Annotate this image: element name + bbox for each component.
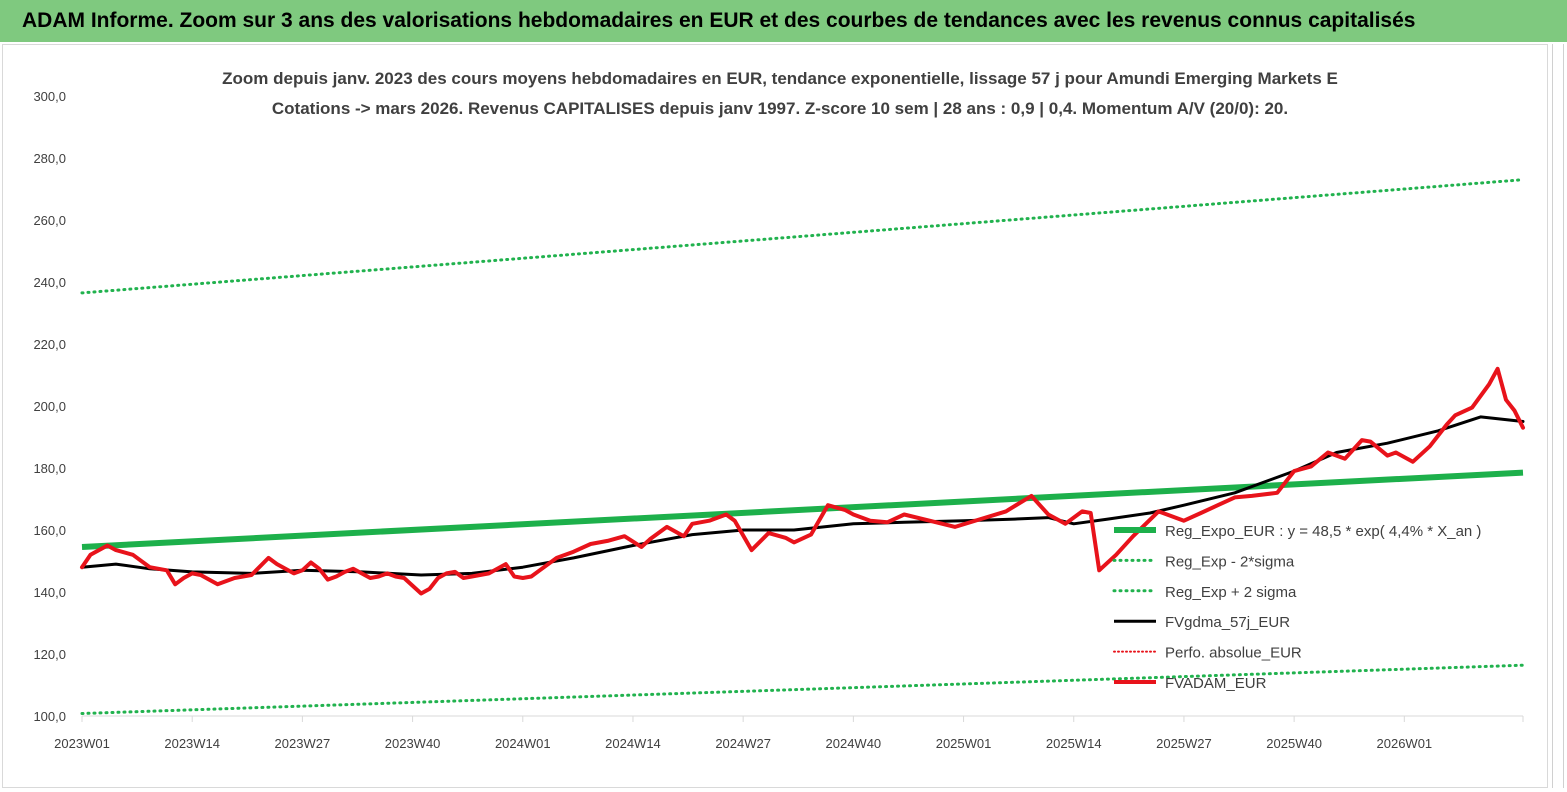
chart-title-line-2: Cotations -> mars 2026. Revenus CAPITALI…: [272, 99, 1288, 118]
y-tick-label: 180,0: [33, 461, 66, 476]
legend-label: FVgdma_57j_EUR: [1165, 614, 1290, 631]
y-tick-label: 220,0: [33, 337, 66, 352]
x-axis-ticks: 2023W01 2023W14 2023W27 2023W40 2024W01 2024W…: [54, 716, 1524, 751]
chart-title-line-1: Zoom depuis janv. 2023 des cours moyens …: [222, 69, 1338, 88]
x-tick-label: 2024W40: [826, 736, 882, 751]
y-tick-label: 120,0: [33, 647, 66, 662]
x-tick-label: 2023W01: [54, 736, 110, 751]
x-tick-label: 2023W14: [164, 736, 220, 751]
legend-label: Reg_Exp + 2 sigma: [1165, 584, 1297, 601]
x-tick-label: 2023W40: [385, 736, 441, 751]
x-tick-label: 2026W01: [1377, 736, 1433, 751]
series-line-reg-minus-2sigma: [80, 663, 1525, 715]
x-tick-label: 2025W40: [1266, 736, 1322, 751]
y-tick-label: 160,0: [33, 523, 66, 538]
side-scrollbar-edge: [1552, 44, 1564, 788]
chart-legend: Reg_Expo_EUR : y = 48,5 * exp( 4,4% * X_…: [1112, 523, 1481, 692]
x-tick-label: 2024W27: [715, 736, 771, 751]
x-tick-label: 2024W01: [495, 736, 551, 751]
x-tick-label: 2025W01: [936, 736, 992, 751]
series-line-reg-plus-2sigma: [80, 178, 1525, 295]
y-tick-label: 300,0: [33, 89, 66, 104]
y-tick-label: 240,0: [33, 275, 66, 290]
legend-label: Reg_Exp - 2*sigma: [1165, 553, 1295, 570]
y-tick-label: 260,0: [33, 213, 66, 228]
legend-label: Perfo. absolue_EUR: [1165, 645, 1302, 662]
chart-frame: [2, 44, 1548, 788]
y-tick-label: 140,0: [33, 585, 66, 600]
series-line-fvadam: [80, 366, 1525, 596]
report-banner-title: ADAM Informe. Zoom sur 3 ans des valoris…: [0, 0, 1567, 42]
legend-label: FVADAM_EUR: [1165, 675, 1267, 692]
x-tick-label: 2023W27: [275, 736, 331, 751]
series-line-fvgdma: [80, 415, 1525, 577]
y-tick-label: 200,0: [33, 399, 66, 414]
x-tick-label: 2025W27: [1156, 736, 1212, 751]
y-tick-label: 280,0: [33, 151, 66, 166]
y-tick-label: 100,0: [33, 709, 66, 724]
legend-label: Reg_Expo_EUR : y = 48,5 * exp( 4,4% * X_…: [1165, 523, 1481, 540]
x-tick-label: 2024W14: [605, 736, 661, 751]
y-axis-ticks: 300,0 280,0 260,0 240,0 220,0 200,0 180,0 160,0…: [33, 89, 66, 724]
series-layer: [80, 178, 1525, 715]
x-tick-label: 2025W14: [1046, 736, 1102, 751]
